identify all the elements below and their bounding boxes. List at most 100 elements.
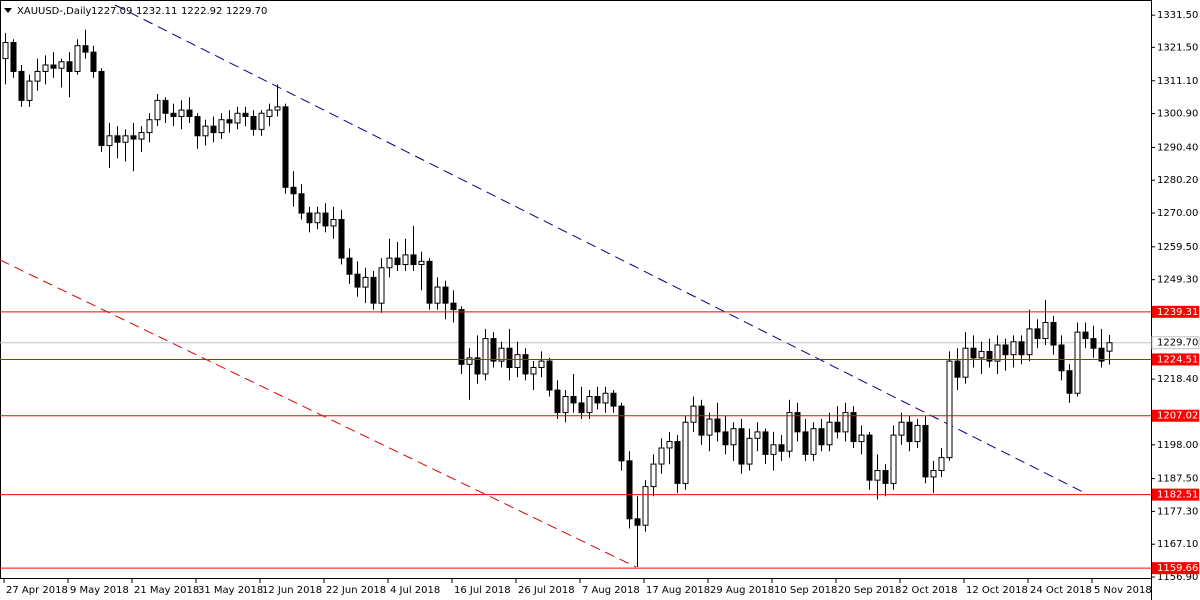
last-price-box [1151,336,1200,350]
candle-body [482,338,489,375]
x-tick-label: 22 Jun 2018 [326,585,386,596]
candle-body [250,116,257,130]
y-tick-label: 1321.50 [1157,42,1198,53]
candle-body [762,431,769,455]
candle-body [210,125,217,134]
y-tick-label: 1290.40 [1157,142,1198,153]
candle-body [570,395,577,404]
y-tick-label: 1300.90 [1157,109,1198,120]
candle-body [354,273,361,288]
candle-body [706,418,713,436]
candle-body [90,51,97,72]
candle-body [298,193,305,214]
x-tick-label: 20 Sep 2018 [838,585,901,596]
candle-body [1010,341,1017,356]
y-tick-label: 1331.50 [1157,10,1198,21]
candle-body [106,135,113,146]
candle-body [194,116,201,137]
candle-body [682,421,689,484]
candle-body [274,106,281,111]
candle-body [786,412,793,452]
candle-body [42,64,49,72]
y-tick-label: 1156.90 [1157,572,1198,583]
candle-body [818,428,825,446]
y-tick-label: 1218.40 [1157,374,1198,385]
candle-body [602,392,609,404]
candle-body [674,441,681,484]
symbol: XAUUSD-,Daily [17,6,92,17]
candle-body [330,218,337,227]
candle-body [546,360,553,391]
candle-body [650,463,657,488]
candle-body [58,61,65,69]
y-tick-label: 1249.30 [1157,275,1198,286]
candle-body [34,70,41,82]
candle-body [26,80,33,101]
candle-body [698,405,705,436]
candle-body [994,344,1001,362]
candle-body [770,444,777,455]
candle-body [866,434,873,481]
candle-body [434,286,441,304]
candle-body [1074,331,1081,394]
candle-body [458,309,465,365]
candle-body [1098,347,1105,362]
candle-body [754,431,761,439]
candle-body [714,418,721,433]
candle-body [114,135,121,143]
level-box [1152,409,1199,422]
candle-body [410,254,417,266]
candle-body [1050,321,1057,346]
candle-body [202,125,209,137]
candle-body [634,518,641,526]
candle-body [690,405,697,423]
candle-body [922,424,929,478]
menu-arrow[interactable] [4,8,12,13]
trend-line [114,4,1084,493]
candle-body [290,186,297,195]
candle-body [514,354,521,369]
candle-body [810,428,817,455]
candle-body [1034,328,1041,340]
plot-frame [0,0,1152,579]
level-label: 1159.66 [1157,563,1198,574]
candle-body [226,119,233,124]
candle-body [426,260,433,304]
candle-body [186,109,193,118]
candle-body [234,112,241,124]
x-tick-label: 5 Nov 2018 [1094,585,1152,596]
candle-body [930,470,937,478]
candle-body [938,457,945,472]
candle-body [362,276,369,288]
y-tick-label: 1270.00 [1157,208,1198,219]
x-tick-label: 7 Aug 2018 [582,585,640,596]
x-tick-label: 24 Oct 2018 [1030,585,1092,596]
candle-body [1090,338,1097,349]
candle-body [898,421,905,436]
candle-body [98,70,105,146]
candle-body [82,45,89,53]
header-close: 1229.70 [226,6,267,17]
candle-body [146,119,153,134]
candle-body [914,424,921,443]
candle-body [1018,341,1025,356]
y-tick-label: 1280.20 [1157,175,1198,186]
candle-body [586,395,593,414]
y-tick-label: 1187.50 [1157,474,1198,485]
candle-body [962,347,969,378]
candle-body [66,61,73,72]
candle-body [1066,370,1073,394]
candle-body [658,447,665,465]
candle-body [314,212,321,224]
candle-body [282,106,289,188]
candle-body [834,421,841,433]
x-tick-label: 12 Oct 2018 [966,585,1028,596]
candle-body [218,119,225,134]
candle-body [394,257,401,266]
candle-body [1082,331,1089,340]
candle-body [858,434,865,443]
x-tick-label: 31 May 2018 [198,585,263,596]
candle-body [474,357,481,375]
candle-body [498,347,505,362]
level-box [1152,488,1199,501]
